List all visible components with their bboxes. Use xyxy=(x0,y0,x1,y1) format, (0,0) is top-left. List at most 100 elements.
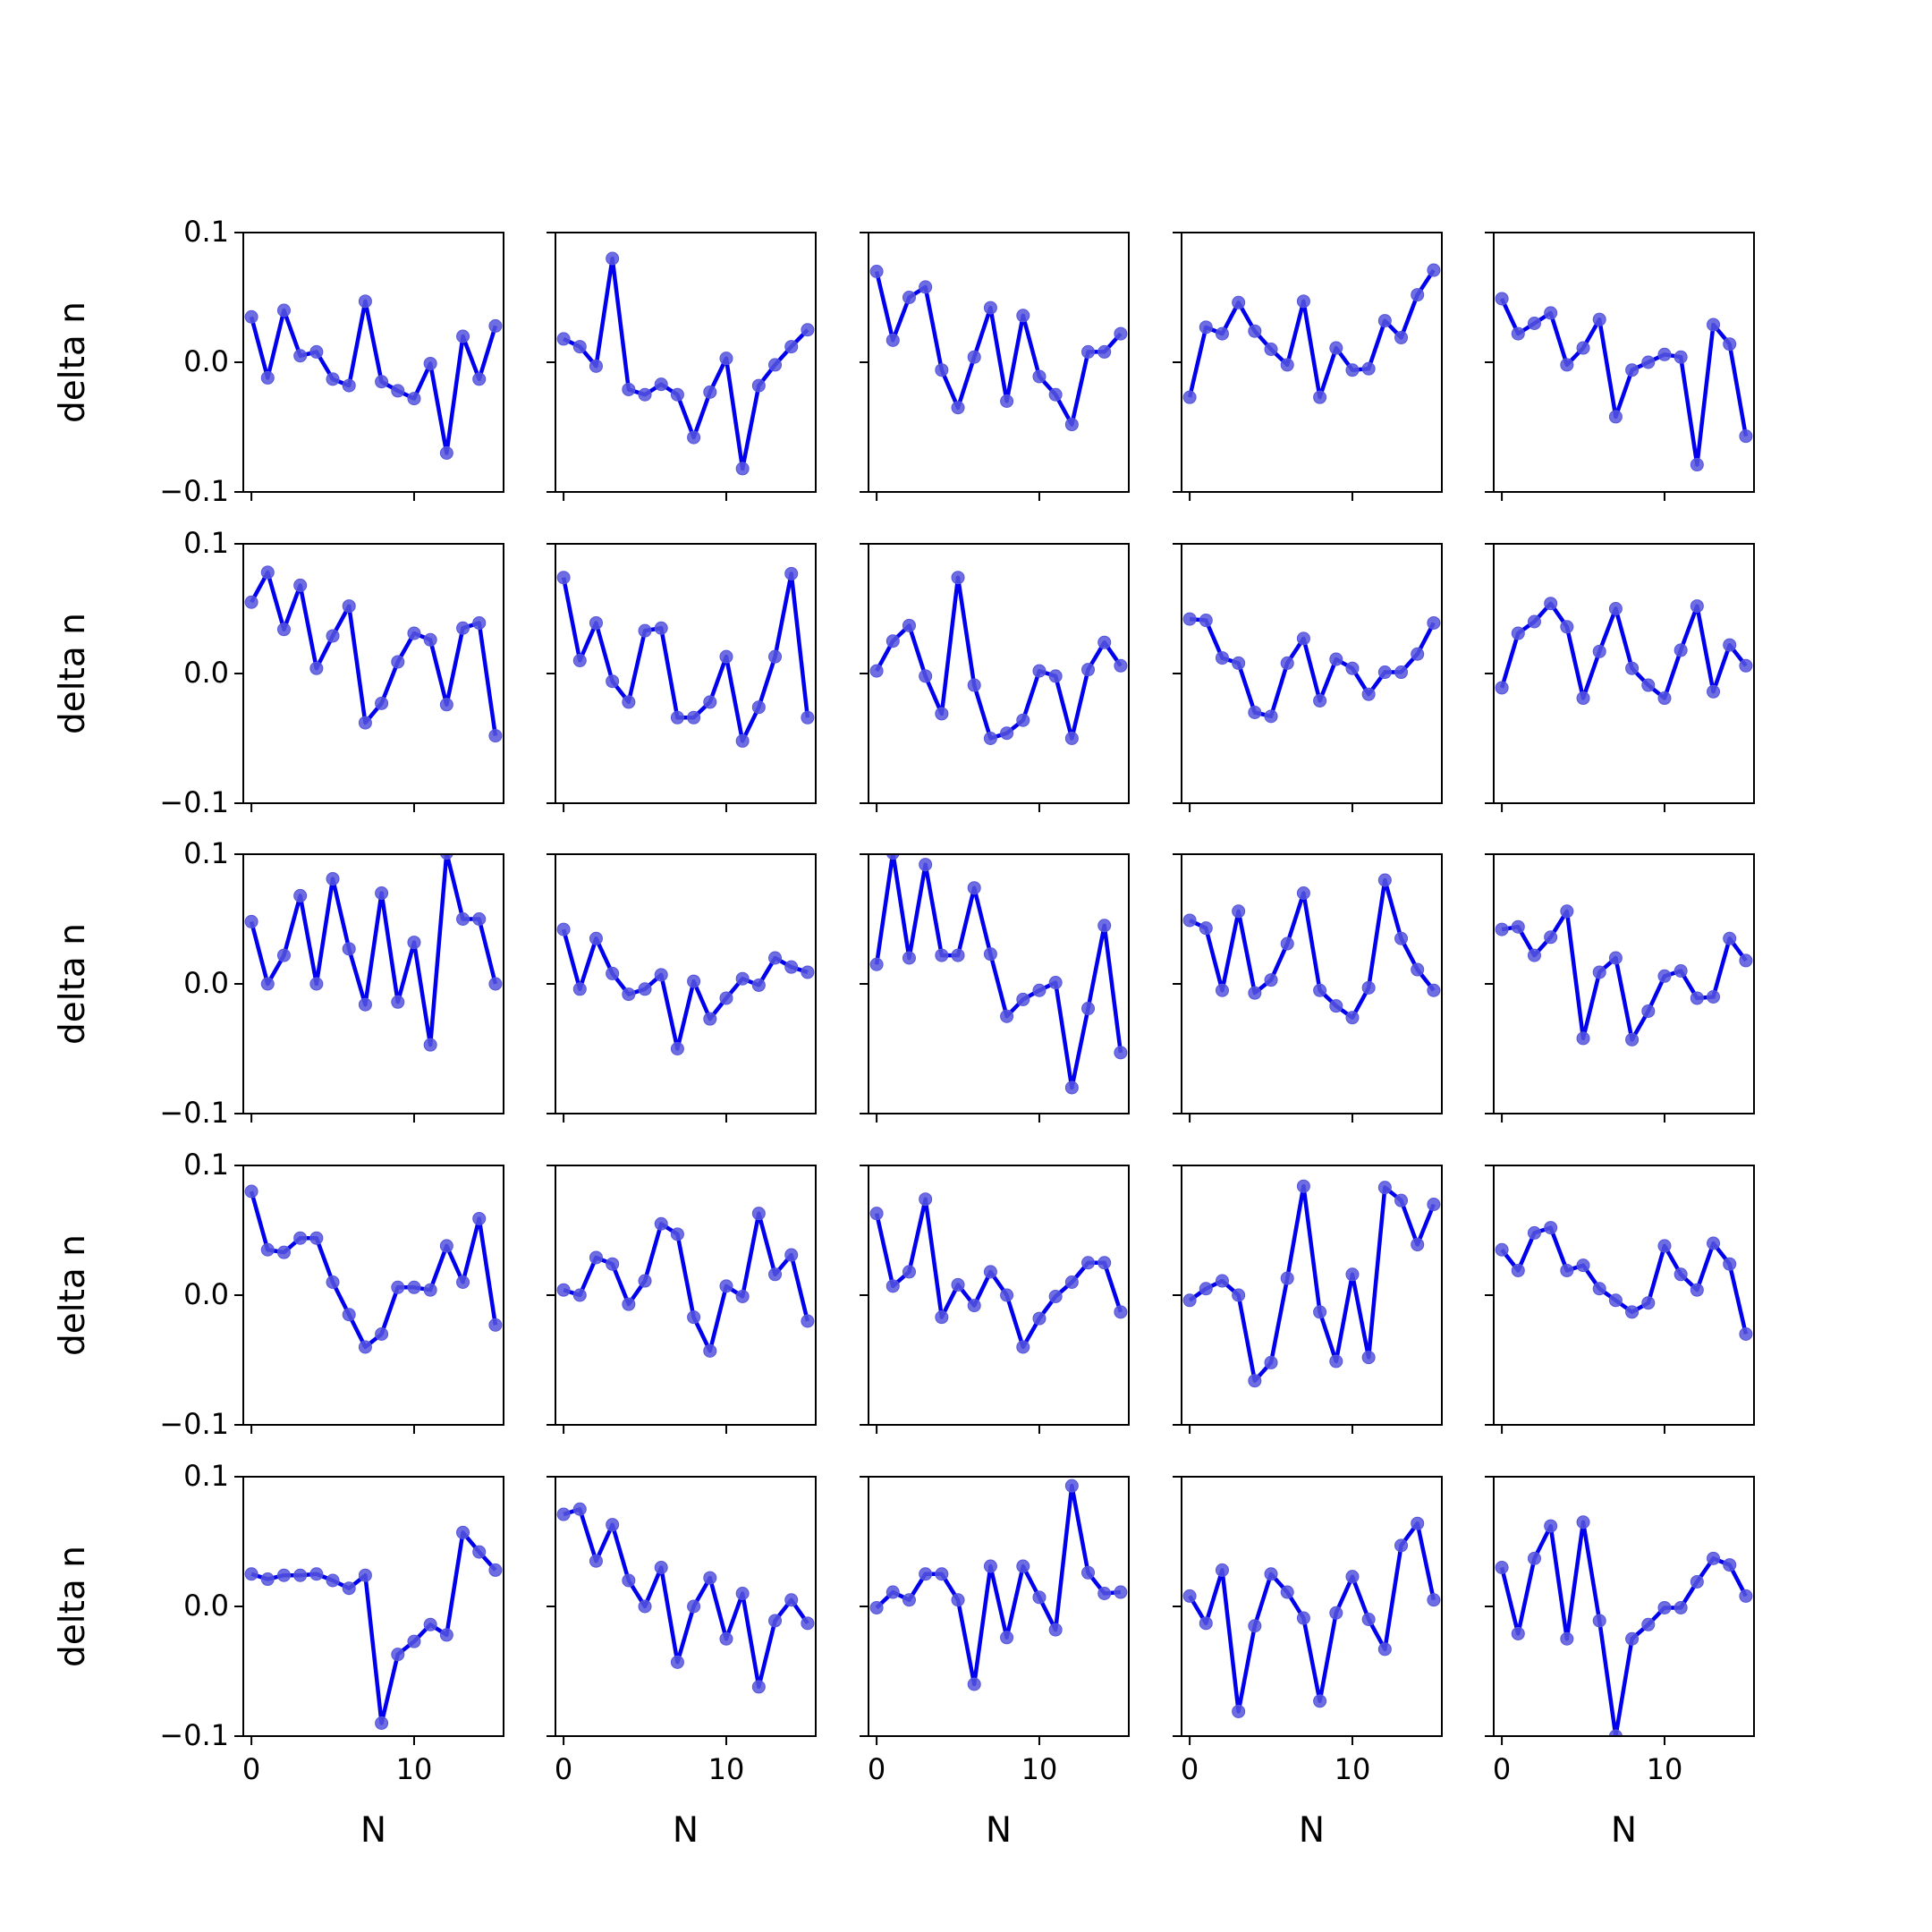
axes-frame xyxy=(868,853,1130,1114)
y-tick-label: −0.1 xyxy=(159,1096,229,1130)
axes-frame xyxy=(868,543,1130,804)
data-point xyxy=(703,1571,717,1585)
data-point xyxy=(1032,1590,1046,1605)
data-point xyxy=(719,352,733,366)
series-line xyxy=(1188,1521,1436,1714)
data-point xyxy=(1248,1374,1262,1388)
data-point xyxy=(687,430,701,445)
data-point xyxy=(1690,599,1704,614)
data-point xyxy=(654,1561,668,1574)
data-point xyxy=(1215,326,1229,341)
series-line xyxy=(1189,616,1436,719)
data-point xyxy=(784,566,799,580)
data-point xyxy=(983,301,997,315)
y-tick-label: 0.0 xyxy=(183,344,229,378)
data-point xyxy=(1064,1080,1079,1095)
data-point xyxy=(1625,1032,1640,1046)
data-point xyxy=(472,912,487,926)
subplot-r5-c2: 0 10 N xyxy=(547,1476,817,1851)
data-point xyxy=(1114,1585,1128,1599)
data-point xyxy=(1280,656,1294,670)
axes-frame xyxy=(1493,543,1755,804)
data-point xyxy=(751,978,766,992)
data-point xyxy=(935,1567,949,1581)
data-point xyxy=(1182,1589,1197,1603)
subplot-r4-c4 xyxy=(1173,1165,1443,1434)
data-point xyxy=(801,1314,815,1328)
x-tick-label: 10 xyxy=(396,1752,433,1786)
data-point xyxy=(622,695,636,709)
data-point xyxy=(1657,1600,1672,1614)
data-point xyxy=(967,881,981,895)
data-point xyxy=(735,1587,750,1600)
data-point xyxy=(1527,948,1541,962)
data-point xyxy=(751,1207,766,1221)
data-point xyxy=(556,332,571,346)
series-group xyxy=(1495,1515,1753,1736)
data-point xyxy=(326,629,340,643)
subplot-r5-c3: 0 10 N xyxy=(860,1476,1130,1851)
series-line xyxy=(249,854,498,1047)
data-point xyxy=(1608,951,1623,965)
data-point xyxy=(1032,664,1046,678)
data-point xyxy=(719,1279,733,1293)
data-point xyxy=(342,1308,356,1322)
data-point xyxy=(1248,986,1262,1000)
data-point xyxy=(1296,1611,1310,1625)
data-point xyxy=(260,977,275,991)
subplot-r5-c1: 0.1 0.0 −0.1 0 10 delta n N xyxy=(53,1459,504,1851)
series-line xyxy=(561,928,809,1051)
data-point xyxy=(719,649,733,664)
data-point xyxy=(622,987,636,1002)
data-point xyxy=(1394,1538,1409,1553)
data-point xyxy=(1592,1614,1606,1628)
data-point xyxy=(244,914,258,928)
series-line xyxy=(1187,268,1436,400)
data-point xyxy=(1114,658,1128,673)
data-point xyxy=(472,1211,487,1225)
data-point xyxy=(886,634,900,648)
data-point xyxy=(342,378,356,393)
axes-frame xyxy=(1181,853,1443,1114)
data-point xyxy=(1264,1567,1278,1581)
data-point xyxy=(801,323,815,337)
data-point xyxy=(1377,1181,1392,1195)
data-point xyxy=(1625,1305,1640,1319)
series-line xyxy=(1500,298,1749,467)
y-axis-label: delta n xyxy=(53,1234,93,1356)
data-point xyxy=(260,1242,275,1257)
data-point xyxy=(244,595,258,609)
data-point xyxy=(1215,983,1229,997)
data-point xyxy=(1657,691,1672,706)
data-point xyxy=(1511,919,1525,934)
data-point xyxy=(358,716,372,730)
data-point xyxy=(902,1265,916,1279)
data-point xyxy=(801,1616,815,1631)
data-point xyxy=(902,951,916,965)
data-point xyxy=(1511,326,1525,341)
data-point xyxy=(1560,358,1574,372)
data-point xyxy=(1215,1563,1229,1577)
data-point xyxy=(589,1250,603,1265)
data-point xyxy=(1329,341,1343,355)
data-point xyxy=(606,1518,620,1532)
data-point xyxy=(342,942,356,956)
data-point xyxy=(439,698,453,712)
data-point xyxy=(1313,390,1327,404)
series-group xyxy=(1182,873,1441,1025)
data-point xyxy=(572,1288,587,1302)
data-point xyxy=(1544,930,1558,945)
data-point xyxy=(902,618,916,632)
data-point xyxy=(1232,1704,1246,1718)
data-point xyxy=(1361,1613,1376,1626)
data-point xyxy=(1114,1046,1128,1060)
y-tick-label: −0.1 xyxy=(159,1407,229,1441)
data-point xyxy=(606,674,620,689)
axes-frame xyxy=(555,1165,817,1426)
data-point xyxy=(407,1280,421,1294)
data-point xyxy=(423,1038,437,1052)
data-point xyxy=(375,1716,389,1730)
data-point xyxy=(276,303,291,318)
data-point xyxy=(654,968,668,982)
data-point xyxy=(1576,341,1590,355)
